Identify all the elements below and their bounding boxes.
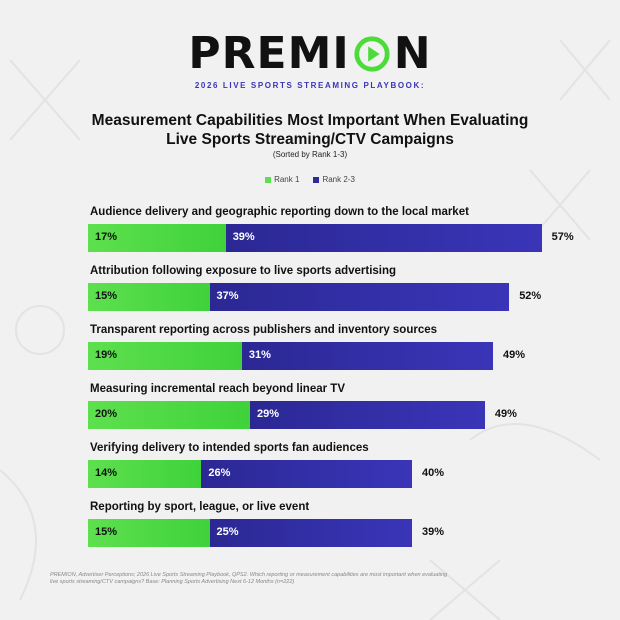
bar-rank2-3: 37% <box>209 283 510 311</box>
legend-label-rank1: Rank 1 <box>274 175 300 184</box>
legend-item-rank2-3: Rank 2-3 <box>313 175 355 184</box>
category-label: Audience delivery and geographic reporti… <box>90 206 469 218</box>
category-label: Reporting by sport, league, or live even… <box>90 501 310 513</box>
bar-total-label: 49% <box>503 349 526 361</box>
bar-total-label: 52% <box>519 290 542 302</box>
logo-text-part2: N <box>393 28 432 79</box>
bar-label-rank2-3: 31% <box>248 349 271 361</box>
chart-title-line1: Measurement Capabilities Most Important … <box>91 112 529 129</box>
bar-label-rank2-3: 37% <box>216 290 239 302</box>
bar-rank1: 19% <box>88 342 242 370</box>
bar-label-rank1: 14% <box>95 467 118 479</box>
category-label: Verifying delivery to intended sports fa… <box>90 442 369 454</box>
bar-total-label: 39% <box>422 526 445 538</box>
category-label: Attribution following exposure to live s… <box>90 265 397 277</box>
bar-label-rank1: 15% <box>95 290 118 302</box>
bar-rank2-3: 26% <box>201 460 412 488</box>
bar-label-rank2-3: 29% <box>257 408 280 420</box>
legend-label-rank2-3: Rank 2-3 <box>322 175 355 184</box>
bar-label-rank2-3: 26% <box>208 467 231 479</box>
bar-total-label: 57% <box>551 231 574 243</box>
bar-rank2-3: 29% <box>250 401 485 429</box>
logo-text-part1: PREMI <box>188 28 350 79</box>
bar-rank2-3: 25% <box>209 519 412 547</box>
chart-title: Measurement Capabilities Most Important … <box>0 111 620 149</box>
bar-rank2-3: 39% <box>225 224 542 252</box>
play-icon <box>354 36 390 72</box>
category-label: Measuring incremental reach beyond linea… <box>90 383 345 395</box>
sort-note: (Sorted by Rank 1-3) <box>272 150 348 159</box>
legend-item-rank1: Rank 1 <box>265 175 299 184</box>
bar-rank2-3: 31% <box>241 342 493 370</box>
legend: Rank 1 Rank 2-3 <box>0 175 620 184</box>
bar-rank1: 17% <box>88 224 226 252</box>
bar-total-label: 49% <box>494 408 517 420</box>
bar-label-rank2-3: 25% <box>216 526 239 538</box>
bar-label-rank1: 19% <box>95 349 118 361</box>
bar-rank1: 14% <box>88 460 202 488</box>
legend-swatch-rank1 <box>265 176 272 183</box>
premion-logo: PREMI N <box>0 32 620 76</box>
source-footnote: PREMION, Advertiser Perceptions; 2026 Li… <box>50 572 448 585</box>
chart-title-line2: Live Sports Streaming/CTV Campaigns <box>166 131 454 148</box>
bar-rank1: 15% <box>88 283 210 311</box>
bar-label-rank1: 20% <box>95 408 118 420</box>
playbook-subtitle: 2026 LIVE SPORTS STREAMING PLAYBOOK: <box>194 81 426 90</box>
bar-rank1: 15% <box>88 519 210 547</box>
bar-label-rank1: 15% <box>95 526 118 538</box>
bar-label-rank2-3: 39% <box>232 231 255 243</box>
bar-total-label: 40% <box>422 467 445 479</box>
bar-label-rank1: 17% <box>95 231 118 243</box>
legend-swatch-rank2-3 <box>313 176 320 183</box>
bar-rank1: 20% <box>88 401 250 429</box>
category-label: Transparent reporting across publishers … <box>90 324 438 336</box>
